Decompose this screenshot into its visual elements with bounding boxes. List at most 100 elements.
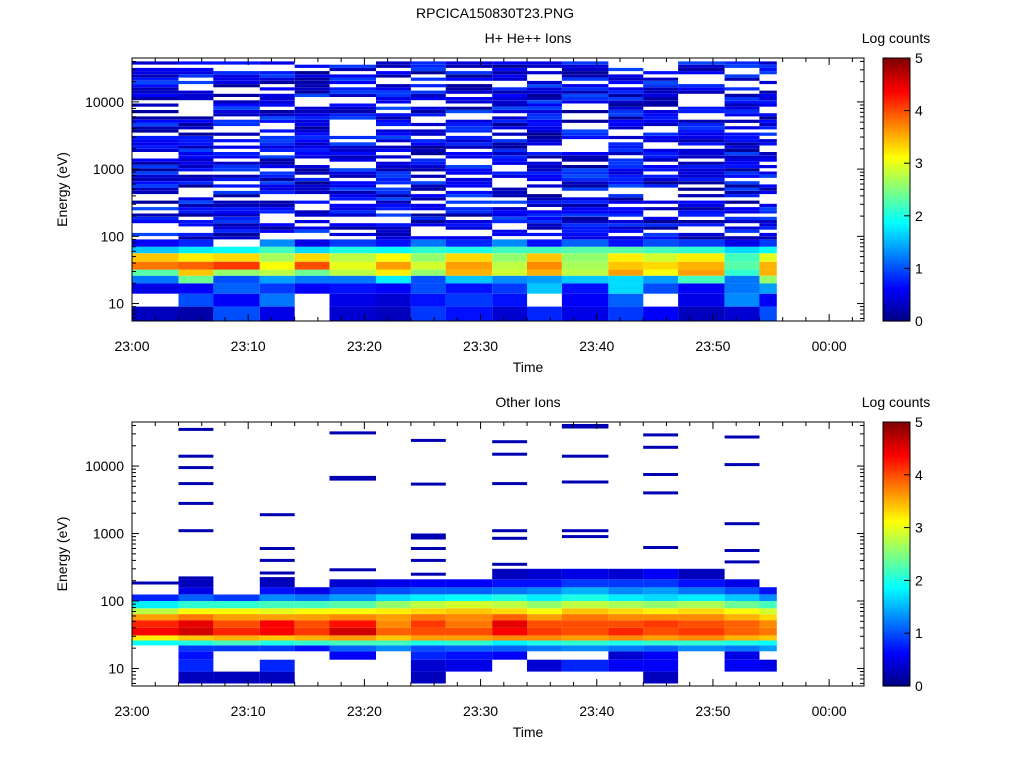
heatmap-cell [643, 165, 679, 169]
colorbar-segment [883, 136, 910, 141]
heatmap-cell [678, 306, 725, 321]
heatmap-cell [445, 226, 493, 230]
heatmap-cell [259, 620, 295, 628]
heatmap-cell [410, 253, 446, 262]
heatmap-cell [527, 61, 562, 65]
heatmap-cell [724, 261, 760, 270]
heatmap-cell [492, 246, 528, 254]
heatmap-cell [213, 77, 260, 81]
heatmap-cell [259, 200, 295, 204]
heatmap-line [561, 529, 609, 533]
heatmap-cell [492, 220, 528, 224]
heatmap-line [724, 463, 760, 467]
heatmap-cell [643, 594, 679, 601]
heatmap-cell [259, 97, 295, 101]
heatmap-cell [492, 126, 528, 130]
heatmap-cell [759, 103, 777, 107]
heatmap-cell [492, 232, 528, 237]
heatmap-cell [678, 200, 725, 204]
heatmap-cell [178, 97, 214, 101]
heatmap-cell [294, 122, 330, 127]
heatmap-cell [678, 71, 725, 75]
heatmap-cell [213, 103, 260, 107]
heatmap-line [132, 581, 179, 585]
heatmap-cell [643, 84, 679, 88]
heatmap-cell [527, 103, 562, 107]
heatmap-cell [608, 135, 644, 140]
heatmap-cell [759, 90, 777, 94]
heatmap-line [724, 435, 760, 439]
heatmap-cell [213, 640, 260, 646]
heatmap-cell [132, 122, 179, 127]
heatmap-cell [132, 614, 179, 621]
heatmap-cell [527, 165, 562, 169]
heatmap-cell [492, 93, 528, 97]
heatmap-line [561, 425, 609, 429]
heatmap-cell [410, 223, 446, 227]
heatmap-cell [561, 220, 609, 224]
heatmap-cell [294, 269, 330, 276]
colorbar-label: Log counts [862, 30, 931, 46]
heatmap-cell [608, 122, 644, 127]
heatmap-cell [643, 659, 679, 672]
colorbar-segment [883, 289, 910, 293]
heatmap-cell [445, 293, 493, 307]
heatmap-cell [608, 113, 644, 117]
heatmap-cell [213, 246, 260, 254]
heatmap-cell [329, 87, 376, 91]
heatmap-line [561, 535, 609, 539]
heatmap-cell [527, 84, 562, 88]
heatmap-cell [492, 587, 528, 595]
heatmap-cell [608, 174, 644, 178]
heatmap-cell [445, 210, 493, 214]
heatmap-cell [213, 223, 260, 227]
heatmap-cell [132, 103, 179, 107]
heatmap-cell [492, 161, 528, 165]
heatmap-cell [759, 207, 777, 211]
heatmap-cell [329, 64, 376, 68]
heatmap-cell [759, 210, 777, 214]
heatmap-cell [724, 239, 760, 247]
heatmap-cell [376, 64, 411, 68]
heatmap-cell [561, 306, 609, 321]
heatmap-cell [132, 126, 179, 130]
heatmap-cell [213, 165, 260, 169]
heatmap-cell [643, 579, 679, 588]
heatmap-cell [492, 306, 528, 321]
heatmap-cell [132, 145, 179, 149]
heatmap-cell [259, 71, 295, 75]
colorbar-segment [883, 649, 910, 653]
heatmap-cell [132, 275, 179, 284]
heatmap-cell [678, 177, 725, 182]
heatmap-cell [132, 161, 179, 165]
heatmap-cell [445, 171, 493, 175]
heatmap-cell [759, 171, 777, 175]
heatmap-line [259, 513, 295, 517]
heatmap-cell [643, 253, 679, 262]
heatmap-cell [527, 226, 562, 230]
heatmap-cell [678, 194, 725, 198]
heatmap-cell [329, 614, 376, 621]
heatmap-cell [759, 71, 777, 75]
heatmap-cell [376, 269, 411, 276]
heatmap-cell [132, 253, 179, 262]
heatmap-cell [410, 71, 446, 75]
heatmap-cell [329, 106, 376, 110]
heatmap-cell [724, 246, 760, 254]
heatmap-cell [329, 207, 376, 211]
heatmap-cell [561, 187, 609, 191]
colorbar-segment [883, 530, 910, 534]
heatmap-cell [445, 640, 493, 646]
heatmap-cell [643, 97, 679, 101]
heatmap-cell [643, 216, 679, 220]
colorbar-segment [883, 501, 910, 505]
heatmap-cell [759, 226, 777, 230]
heatmap-cell [724, 579, 760, 588]
heatmap-cell [643, 103, 679, 107]
heatmap-cell [492, 119, 528, 123]
heatmap-cell [294, 645, 330, 652]
heatmap-cell [445, 142, 493, 146]
heatmap-cell [608, 181, 644, 185]
heatmap-cell [294, 601, 330, 609]
